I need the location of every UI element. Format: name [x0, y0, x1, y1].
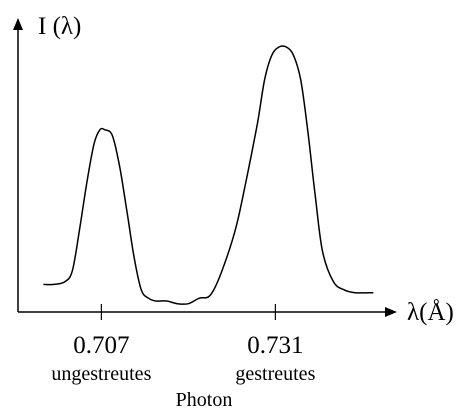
bottom-caption: Photon — [176, 389, 233, 411]
x-tick-label-0707: 0.707 — [73, 332, 129, 359]
x-tick-sublabel-gestreutes: gestreutes — [235, 363, 315, 385]
spectrum-curve — [43, 45, 374, 305]
x-tick-label-0731: 0.731 — [247, 332, 303, 359]
x-axis-label: λ(Å) — [407, 299, 454, 326]
y-axis-label: I (λ) — [38, 13, 81, 40]
x-tick-sublabel-ungestreutes: ungestreutes — [51, 363, 151, 385]
